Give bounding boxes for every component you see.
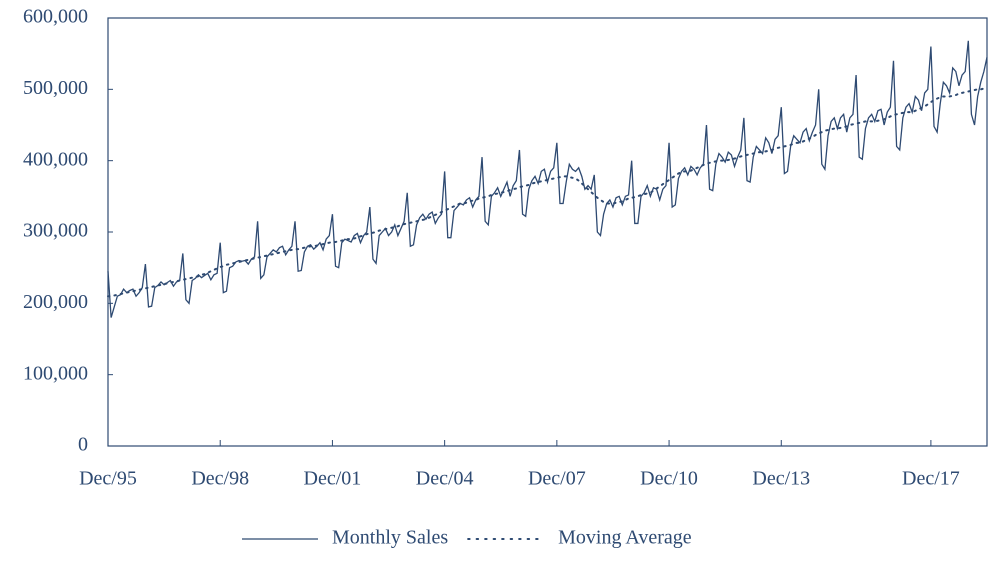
y-tick-label: 400,000	[23, 148, 88, 170]
y-tick-label: 0	[78, 434, 88, 456]
x-tick-label: Dec/04	[416, 468, 474, 490]
x-tick-label: Dec/98	[191, 468, 249, 490]
legend-label: Monthly Sales	[332, 527, 448, 549]
x-tick-label: Dec/01	[304, 468, 362, 490]
x-tick-label: Dec/17	[902, 468, 960, 490]
series-line	[107, 86, 988, 298]
series-line	[107, 40, 988, 318]
y-tick-label: 100,000	[23, 362, 88, 384]
y-tick-label: 600,000	[23, 6, 88, 28]
y-tick-label: 200,000	[23, 291, 88, 313]
x-tick-label: Dec/95	[79, 468, 137, 490]
y-tick-label: 300,000	[23, 220, 88, 242]
x-tick-label: Dec/07	[528, 468, 586, 490]
x-tick-label: Dec/10	[640, 468, 698, 490]
y-tick-label: 500,000	[23, 77, 88, 99]
x-tick-label: Dec/13	[752, 468, 810, 490]
legend-label: Moving Average	[558, 527, 692, 549]
